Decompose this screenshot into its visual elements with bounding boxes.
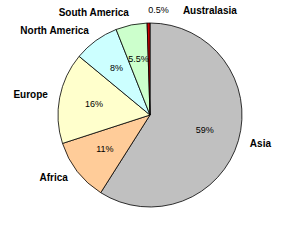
chart-container: 59% Asia 11% Africa 16% Europe 8% North America…: [0, 0, 286, 230]
data-label: 11%: [96, 144, 113, 154]
data-label: 59%: [196, 125, 214, 135]
category-label: North America: [20, 25, 89, 36]
labels: 59% Asia 11% Africa 16% Europe 8% North America…: [13, 5, 271, 184]
chart-svg: 59% Asia 11% Africa 16% Europe 8% North America…: [0, 0, 286, 230]
category-label: Africa: [39, 172, 68, 183]
data-label: 5.5%: [128, 54, 149, 64]
pie-slice: [147, 23, 150, 115]
data-label: 16%: [85, 99, 103, 109]
category-label: South America: [59, 7, 130, 18]
data-label: 0.5%: [148, 5, 169, 15]
pie-group: [58, 23, 242, 207]
data-label: 8%: [110, 63, 123, 73]
category-label: Australasia: [183, 5, 237, 16]
category-label: Europe: [13, 89, 48, 100]
category-label: Asia: [250, 138, 272, 149]
